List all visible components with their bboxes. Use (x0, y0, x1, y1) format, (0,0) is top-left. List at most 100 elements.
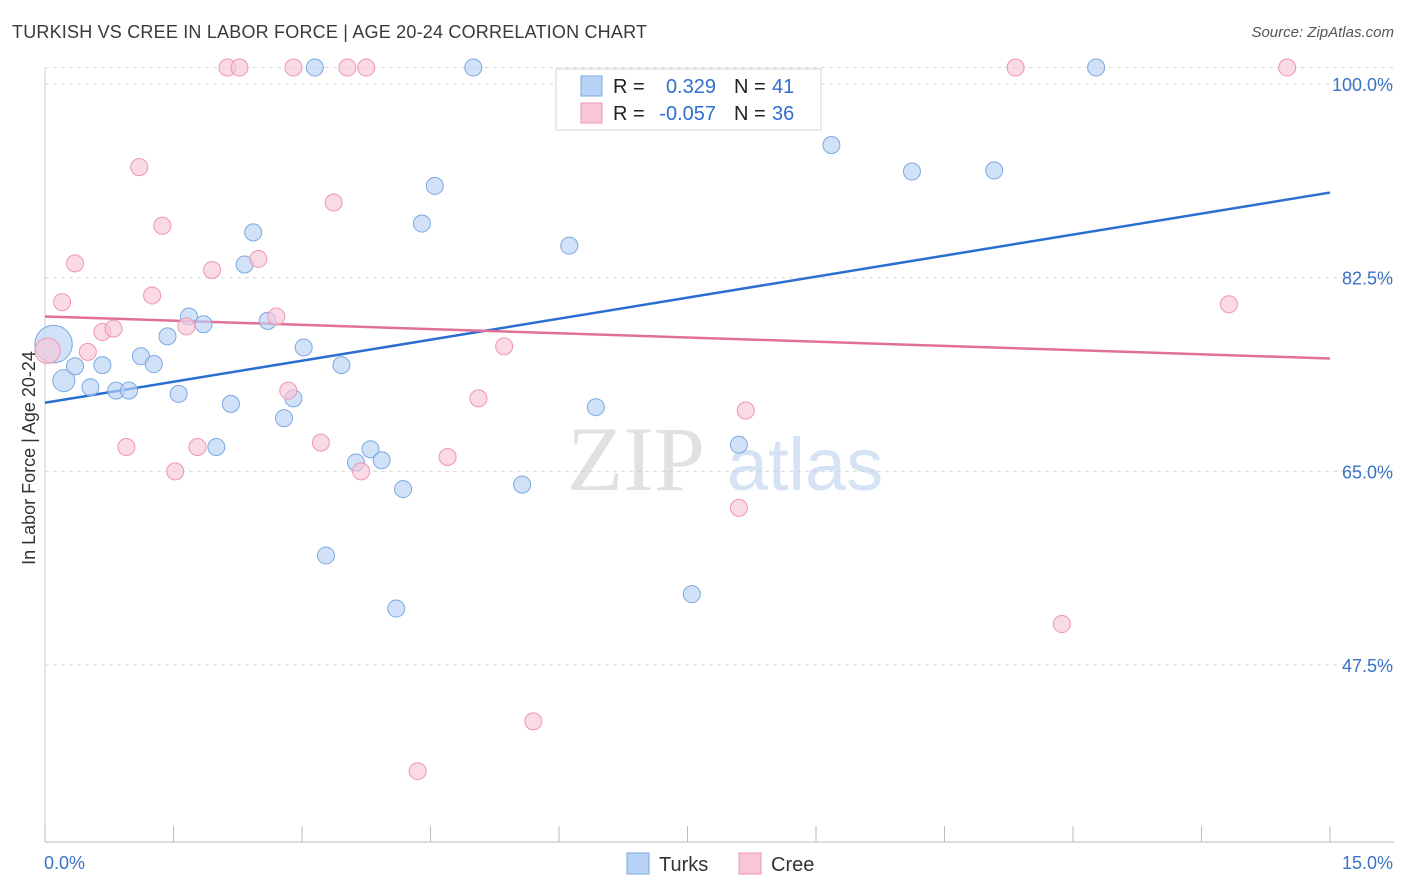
cree-point (324, 193, 343, 212)
cree-point (249, 249, 268, 268)
turks-point (316, 546, 335, 565)
turks-point (985, 161, 1004, 180)
turks-point (275, 409, 294, 428)
turks-point (729, 435, 748, 454)
legend-r-value: -0.057 (659, 103, 716, 125)
turks-point (412, 214, 431, 233)
turks-point (65, 357, 84, 376)
axes (44, 68, 1394, 843)
cree-point (357, 58, 376, 77)
cree-point (153, 216, 172, 235)
x-tick-label-min: 0.0% (44, 853, 85, 873)
stats-legend: R = 0.329 N = 41 R = -0.057 N = 36 (555, 68, 822, 131)
turks-point (244, 223, 263, 242)
cree-point (143, 286, 162, 305)
x-tick-label-max: 15.0% (1342, 853, 1393, 873)
turks-point (332, 356, 351, 375)
cree-point (177, 317, 196, 336)
tick-labels: 47.5% 65.0% 82.5% 100.0% 0.0% 15.0% (44, 75, 1393, 873)
cree-point (279, 381, 298, 400)
cree-point (267, 307, 286, 326)
turks-point (194, 315, 213, 334)
legend-n-value: 36 (772, 103, 794, 125)
cree-point (130, 158, 149, 177)
cree-point (166, 462, 185, 481)
bottom-legend: Turks Cree (626, 852, 814, 876)
legend-item-swatch-turks (626, 852, 650, 875)
cree-point (230, 58, 249, 77)
turks-point (560, 236, 579, 255)
legend-r-value: 0.329 (666, 76, 716, 98)
turks-point (294, 338, 313, 357)
turks-point (822, 135, 841, 154)
turks-point (394, 480, 413, 499)
chart-title: TURKISH VS CREE IN LABOR FORCE | AGE 20-… (12, 22, 648, 42)
cree-point (495, 337, 514, 356)
watermark-atlas: atlas (727, 423, 883, 506)
cree-point (729, 498, 748, 517)
turks-point (207, 438, 226, 457)
y-tick-label: 100.0% (1332, 75, 1393, 95)
cree-point (284, 58, 303, 77)
cree-point (34, 337, 61, 365)
y-tick-label: 47.5% (1342, 656, 1393, 676)
watermark-zip: ZIP (567, 408, 705, 510)
cree-point (104, 319, 123, 338)
turks-point (902, 162, 921, 181)
legend-swatch-cree (580, 102, 603, 124)
cree-point (408, 762, 427, 781)
cree-point (1278, 58, 1297, 77)
turks-point (361, 440, 380, 459)
legend-n-value: 41 (772, 76, 794, 98)
cree-point (1219, 295, 1238, 314)
cree-point (188, 438, 207, 457)
turks-point (81, 378, 100, 397)
cree-point (524, 712, 543, 731)
turks-point (372, 451, 391, 470)
y-axis-label: In Labor Force | Age 20-24 (19, 351, 39, 565)
cree-point (78, 342, 97, 361)
cree-point (53, 293, 72, 312)
y-tick-label: 65.0% (1342, 462, 1393, 482)
trend-lines (44, 191, 1331, 404)
cree-point (65, 254, 84, 273)
turks-point (119, 381, 138, 400)
turks-point (169, 384, 188, 403)
y-tick-label: 82.5% (1342, 269, 1393, 289)
legend-swatch-turks (580, 75, 603, 97)
turks-point (221, 394, 240, 413)
turks-point (144, 355, 163, 374)
turks-point (305, 58, 324, 77)
gridlines (45, 67, 1394, 666)
source-credit: Source: ZipAtlas.com (1251, 24, 1394, 41)
legend-n-label: N = (734, 103, 766, 125)
cree-point (203, 261, 222, 279)
turks-point (425, 176, 444, 195)
legend-item-swatch-cree (738, 852, 762, 875)
turks-point (464, 58, 483, 77)
cree-point (352, 462, 371, 481)
turks-trend-line (44, 191, 1331, 404)
legend-r-label: R = (613, 103, 645, 125)
cree-point (1052, 615, 1071, 634)
turks-point (513, 475, 532, 494)
legend-n-label: N = (734, 76, 766, 98)
cree-point (469, 389, 488, 408)
turks-point (387, 599, 406, 618)
cree-trend-line (44, 315, 1331, 360)
cree-point (736, 401, 755, 420)
turks-point (586, 398, 605, 417)
legend-r-label: R = (613, 76, 645, 98)
turks-point (93, 356, 112, 375)
watermark: ZIP atlas (567, 408, 883, 510)
cree-point (311, 433, 330, 452)
cree-point (338, 58, 357, 77)
turks-point (52, 369, 76, 393)
turks-point (158, 327, 177, 346)
turks-point (1087, 58, 1106, 77)
turks-point (682, 585, 701, 604)
data-points (34, 58, 1297, 781)
legend-item-label-cree: Cree (771, 854, 814, 876)
cree-point (1006, 58, 1025, 77)
